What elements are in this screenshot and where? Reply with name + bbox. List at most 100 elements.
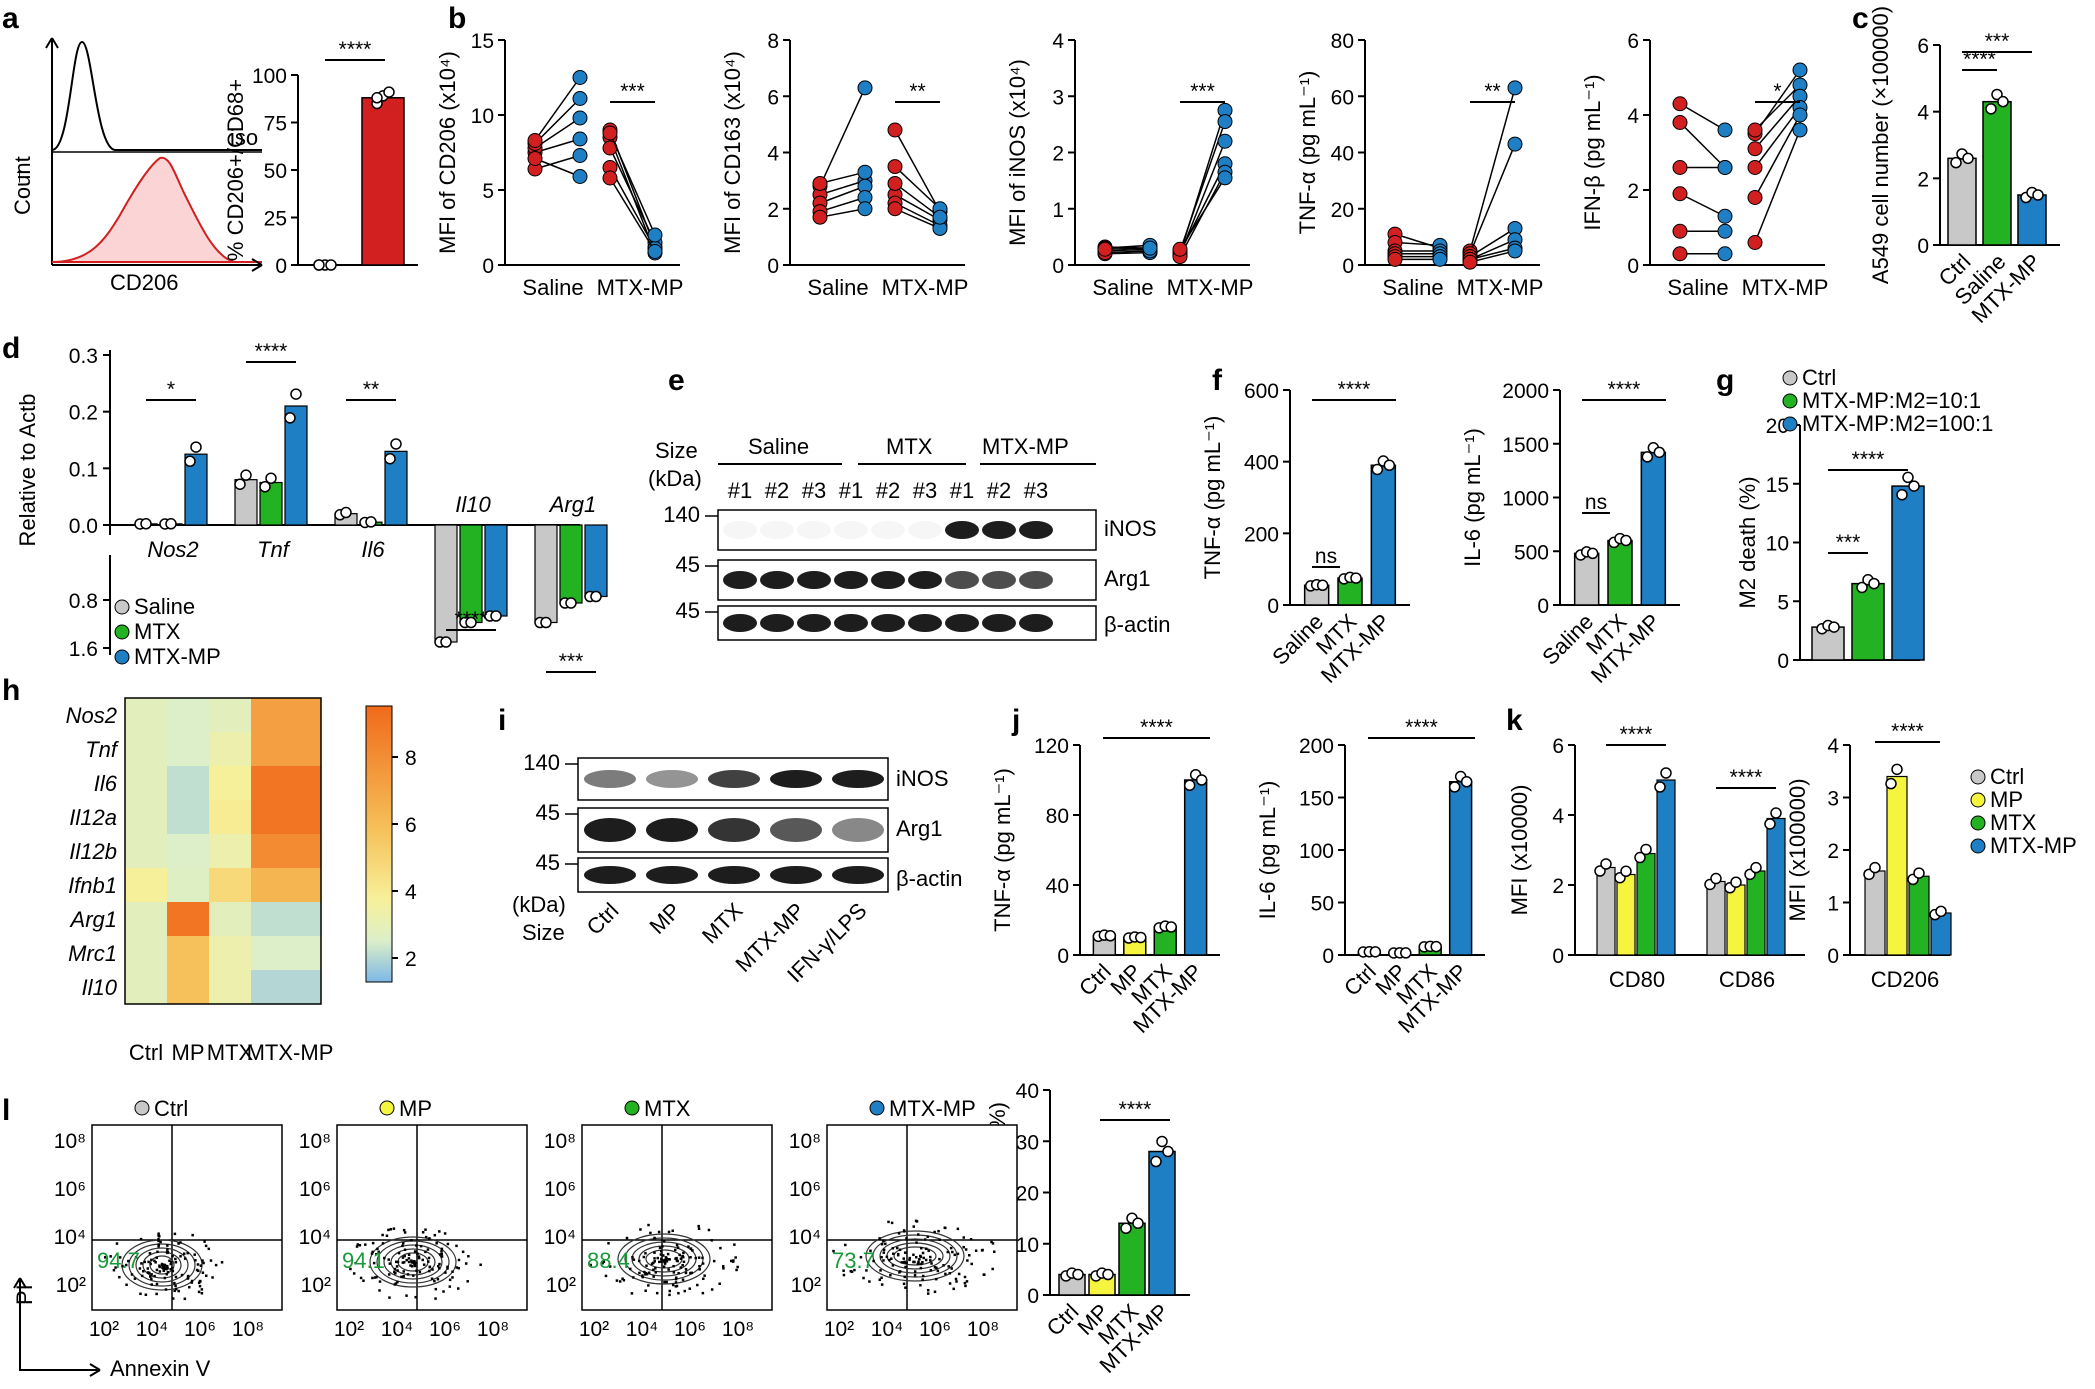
- scale-label: 6: [405, 814, 417, 837]
- sig-label: ns: [1585, 491, 1607, 514]
- y-tick-label: 400: [1244, 452, 1279, 475]
- event-dot: [142, 1270, 145, 1273]
- x-tick-label: MTX-MP: [597, 275, 684, 300]
- event-dot: [431, 1268, 434, 1271]
- heatmap-cell: [209, 800, 251, 834]
- panel-h-heatmap: Nos2 Tnf Il6 Il12a Il12b Ifnb1 Arg1 Mrc1 Il10 Ctr…: [66, 697, 417, 1065]
- event-dot: [143, 1260, 147, 1264]
- live-percent: 88.4: [587, 1248, 630, 1273]
- y-axis-label: A549 cell number (×100000): [1868, 6, 1893, 284]
- event-dot: [924, 1258, 928, 1262]
- legend-dot: [114, 599, 130, 615]
- event-dot: [694, 1256, 698, 1260]
- lane-label: #2: [876, 478, 900, 503]
- event-dot: [394, 1260, 398, 1264]
- event-dot: [949, 1246, 953, 1250]
- event-dot: [734, 1256, 737, 1259]
- lane-label: #1: [839, 478, 863, 503]
- event-dot: [158, 1264, 161, 1267]
- event-dot: [671, 1229, 674, 1233]
- event-dot: [665, 1280, 668, 1284]
- event-dot: [951, 1250, 954, 1254]
- legend-label: Ctrl: [1802, 365, 1836, 390]
- y-tick-label: 10²: [791, 1274, 821, 1297]
- y-tick-label: 10²: [56, 1274, 86, 1297]
- y-tick-label: 0: [1057, 945, 1069, 968]
- event-dot: [204, 1244, 208, 1248]
- data-point: [1120, 1222, 1132, 1235]
- y-tick-label: 200: [1244, 523, 1279, 546]
- event-dot: [677, 1291, 680, 1295]
- event-dot: [615, 1279, 619, 1282]
- y-tick-label: 0: [1052, 255, 1064, 278]
- event-dot: [393, 1270, 396, 1274]
- mtxmp-red-point: [887, 201, 903, 217]
- event-dot: [896, 1253, 900, 1257]
- event-dot: [410, 1265, 414, 1268]
- event-dot: [904, 1265, 907, 1269]
- event-dot: [630, 1292, 634, 1295]
- event-dot: [641, 1274, 644, 1277]
- flow-title: MP: [399, 1096, 432, 1121]
- band: [871, 571, 905, 589]
- event-dot: [691, 1249, 694, 1252]
- group-label-cd86: CD86: [1719, 967, 1775, 992]
- y-tick-label: 5: [482, 180, 494, 203]
- row-label-il6: Il6: [94, 771, 118, 796]
- event-dot: [161, 1263, 164, 1267]
- event-dot: [158, 1235, 161, 1238]
- event-dot: [375, 1252, 378, 1256]
- x-tick-label: 10²: [334, 1318, 364, 1341]
- event-dot: [881, 1239, 885, 1242]
- event-dot: [186, 1276, 190, 1279]
- heatmap-cell: [209, 732, 251, 766]
- y-tick-label: 2: [1827, 840, 1839, 863]
- event-dot: [981, 1248, 984, 1252]
- row-label-mrc1: Mrc1: [68, 941, 117, 966]
- contour: [617, 1233, 711, 1285]
- count-axis-label: Count: [10, 156, 35, 215]
- event-dot: [684, 1268, 688, 1271]
- event-dot: [668, 1289, 672, 1293]
- x-tick-label: MTX-MP: [882, 275, 969, 300]
- mtxmp-red-point: [1747, 122, 1763, 138]
- event-dot: [422, 1263, 426, 1266]
- event-dot: [387, 1273, 391, 1276]
- heatmap-cell: [167, 698, 209, 732]
- event-dot: [153, 1259, 156, 1263]
- event-dot: [179, 1255, 182, 1258]
- event-dot: [203, 1240, 206, 1243]
- mtxmp-blue-point: [1217, 114, 1233, 130]
- event-dot: [969, 1238, 973, 1241]
- y-tick-label: 1000: [1502, 488, 1549, 511]
- band: [770, 866, 822, 884]
- y-tick-label: 15: [1766, 474, 1789, 497]
- saline-blue-point: [1717, 160, 1733, 175]
- event-dot: [970, 1262, 973, 1266]
- event-dot: [112, 1268, 116, 1272]
- event-dot: [174, 1260, 178, 1264]
- event-dot: [162, 1263, 165, 1266]
- event-dot: [701, 1262, 705, 1265]
- event-dot: [889, 1273, 892, 1277]
- event-dot: [402, 1228, 406, 1232]
- event-dot: [868, 1280, 871, 1283]
- data-point: [1634, 851, 1646, 864]
- flow-title-dot: [869, 1100, 885, 1116]
- event-dot: [891, 1247, 895, 1250]
- live-percent: 73.7: [832, 1248, 875, 1273]
- event-dot: [674, 1277, 678, 1281]
- event-dot: [915, 1255, 918, 1259]
- event-dot: [938, 1257, 941, 1261]
- saline-blue-point: [857, 80, 873, 96]
- event-dot: [146, 1271, 150, 1274]
- heatmap-cell: [209, 834, 251, 868]
- mtxmp-red-point: [1747, 160, 1763, 175]
- y-tick-label: 0: [275, 255, 287, 278]
- saline-blue-point: [572, 169, 588, 184]
- panel-letter-j: j: [1011, 704, 1020, 737]
- data-point: [1902, 471, 1914, 484]
- event-dot: [682, 1260, 686, 1264]
- pair-line: [534, 77, 581, 141]
